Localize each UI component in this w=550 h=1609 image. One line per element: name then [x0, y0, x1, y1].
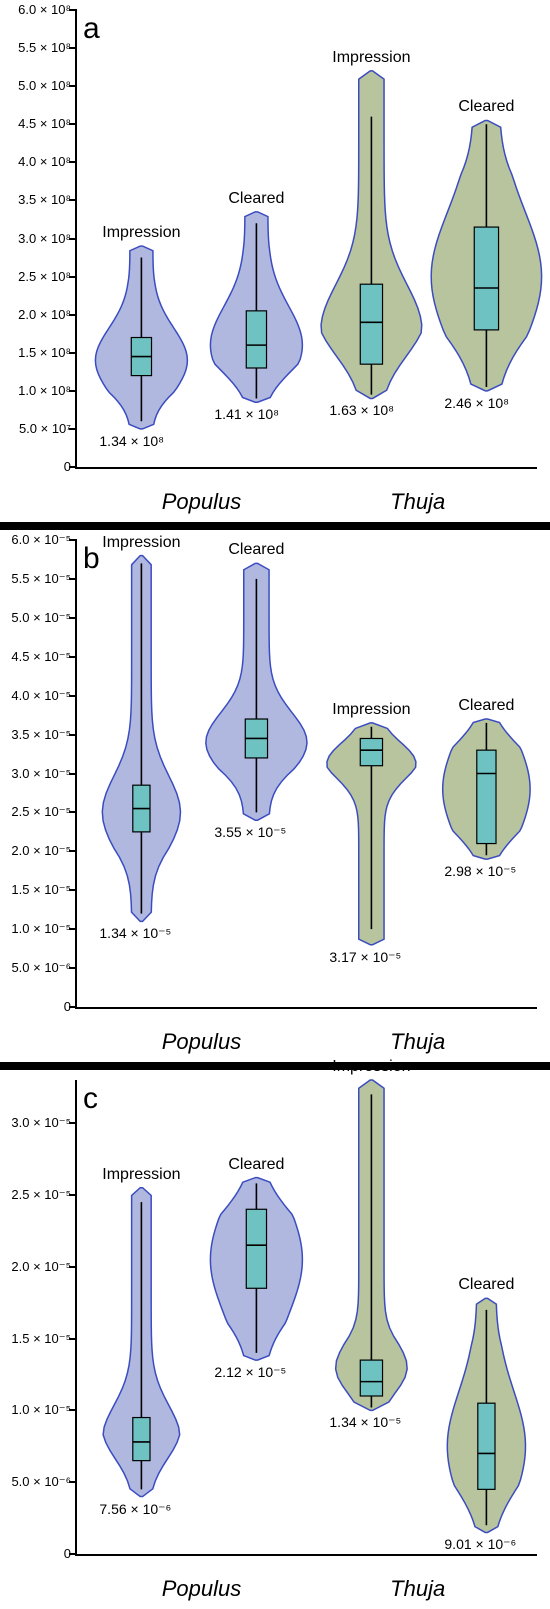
y-tick-label: 1.0 × 10⁸: [18, 384, 71, 397]
y-tick-label: 2.5 × 10⁻⁵: [11, 1188, 71, 1201]
y-tick-label: 2.0 × 10⁻⁵: [11, 844, 71, 857]
box: [474, 227, 498, 330]
category-label: Cleared: [431, 697, 541, 715]
figure-root: Impression1.34 × 10⁸Cleared1.41 × 10⁸Imp…: [0, 0, 550, 1609]
panel-c: Impression7.56 × 10⁻⁶Cleared2.12 × 10⁻⁵I…: [0, 1070, 550, 1609]
y-tick-label: 3.5 × 10⁸: [18, 193, 71, 206]
y-tick-label: 6.0 × 10⁻⁵: [11, 533, 71, 546]
y-tick-label: 2.0 × 10⁸: [18, 308, 71, 321]
category-label: Cleared: [431, 98, 541, 116]
violin-plot: [77, 540, 537, 1007]
category-label: Cleared: [431, 1276, 541, 1294]
y-tick-label: 2.5 × 10⁸: [18, 270, 71, 283]
mean-label: 9.01 × 10⁻⁶: [444, 1536, 516, 1553]
y-tick-label: 1.5 × 10⁻⁵: [11, 1332, 71, 1345]
panel-letter: b: [83, 542, 100, 576]
plot-area: Impression1.34 × 10⁸Cleared1.41 × 10⁸Imp…: [75, 10, 537, 469]
plot-area: Impression7.56 × 10⁻⁶Cleared2.12 × 10⁻⁵I…: [75, 1080, 537, 1556]
panel-letter: c: [83, 1082, 98, 1116]
group-label-thuja: Thuja: [314, 489, 521, 515]
panel-letter: a: [83, 12, 100, 46]
y-tick-label: 6.0 × 10⁸: [18, 3, 71, 16]
y-tick-label: 3.0 × 10⁻⁵: [11, 1116, 71, 1129]
y-tick-label: 1.0 × 10⁻⁵: [11, 922, 71, 935]
y-tick-label: 4.5 × 10⁸: [18, 117, 71, 130]
panel-separator: [0, 522, 550, 530]
panel-a: Impression1.34 × 10⁸Cleared1.41 × 10⁸Imp…: [0, 0, 550, 522]
group-label-thuja: Thuja: [314, 1029, 521, 1055]
y-tick-label: 0: [64, 1000, 71, 1013]
y-tick-label: 5.0 × 10⁻⁶: [11, 961, 71, 974]
y-tick-label: 1.5 × 10⁸: [18, 346, 71, 359]
y-tick-label: 2.5 × 10⁻⁵: [11, 805, 71, 818]
y-tick-label: 2.0 × 10⁻⁵: [11, 1260, 71, 1273]
group-label-populus: Populus: [98, 489, 305, 515]
y-axis-labels: 05.0 × 10⁻⁶1.0 × 10⁻⁵1.5 × 10⁻⁵2.0 × 10⁻…: [0, 1080, 71, 1554]
mean-label: 2.46 × 10⁸: [444, 395, 509, 411]
y-tick-label: 5.0 × 10⁻⁵: [11, 611, 71, 624]
panel-b: Impression1.34 × 10⁻⁵Cleared3.55 × 10⁻⁵I…: [0, 530, 550, 1062]
group-label-thuja: Thuja: [314, 1576, 521, 1602]
mean-label: 2.98 × 10⁻⁵: [444, 863, 516, 880]
box: [478, 1403, 495, 1489]
y-tick-label: 5.5 × 10⁻⁵: [11, 572, 71, 585]
y-tick-label: 1.5 × 10⁻⁵: [11, 883, 71, 896]
y-tick-label: 1.0 × 10⁻⁵: [11, 1403, 71, 1416]
panel-separator: [0, 1062, 550, 1070]
y-tick-label: 5.5 × 10⁸: [18, 41, 71, 54]
y-tick-label: 5.0 × 10⁻⁶: [11, 1475, 71, 1488]
y-tick-label: 5.0 × 10⁷: [19, 422, 71, 435]
y-tick-label: 0: [64, 1547, 71, 1560]
y-axis-labels: 05.0 × 10⁷1.0 × 10⁸1.5 × 10⁸2.0 × 10⁸2.5…: [0, 10, 71, 467]
y-tick-label: 0: [64, 460, 71, 473]
y-tick-label: 3.5 × 10⁻⁵: [11, 728, 71, 741]
box: [477, 750, 496, 843]
group-label-populus: Populus: [98, 1029, 305, 1055]
y-tick-label: 4.0 × 10⁻⁵: [11, 689, 71, 702]
y-axis-labels: 05.0 × 10⁻⁶1.0 × 10⁻⁵1.5 × 10⁻⁵2.0 × 10⁻…: [0, 540, 71, 1007]
y-tick-label: 3.0 × 10⁻⁵: [11, 767, 71, 780]
violin-plot: [77, 1080, 537, 1554]
category-label: Impression: [316, 1058, 426, 1076]
group-label-populus: Populus: [98, 1576, 305, 1602]
plot-area: Impression1.34 × 10⁻⁵Cleared3.55 × 10⁻⁵I…: [75, 540, 537, 1009]
y-tick-label: 4.5 × 10⁻⁵: [11, 650, 71, 663]
y-tick-label: 3.0 × 10⁸: [18, 232, 71, 245]
y-tick-label: 4.0 × 10⁸: [18, 155, 71, 168]
y-tick-label: 5.0 × 10⁸: [18, 79, 71, 92]
